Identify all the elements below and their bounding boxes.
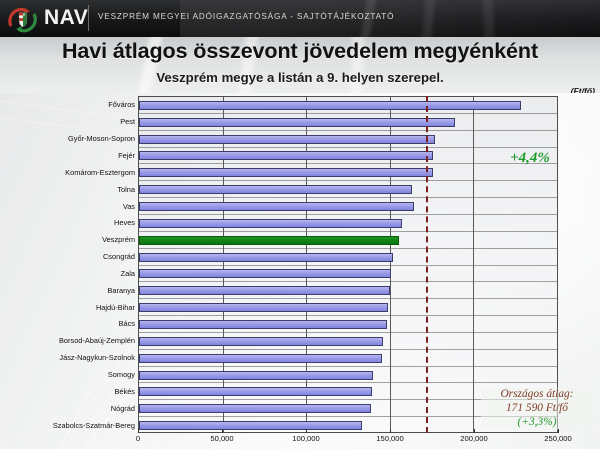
row-separator <box>138 129 558 131</box>
bar <box>139 387 372 397</box>
row-separator <box>138 365 558 367</box>
unit-label: (Ft/fő) <box>570 86 595 96</box>
x-tick-label: 0 <box>135 434 141 443</box>
row-separator <box>138 331 558 333</box>
bar <box>139 168 433 178</box>
tick-mark <box>558 429 559 433</box>
category-label: Vas <box>122 201 135 211</box>
row-separator <box>138 197 558 199</box>
bar <box>139 134 435 144</box>
category-label: Baranya <box>107 285 135 295</box>
page-subtitle: Veszprém megye a listán a 9. helyen szer… <box>156 70 444 85</box>
bar <box>139 353 382 363</box>
bar <box>139 370 373 380</box>
bar <box>139 286 391 296</box>
category-label: Hajdú-Bihar <box>95 302 135 312</box>
category-label: Csongrád <box>102 252 135 262</box>
row-separator <box>138 213 558 215</box>
category-label: Tolna <box>117 184 135 194</box>
bar <box>139 202 414 212</box>
bar <box>139 100 522 110</box>
category-label: Győr-Moson-Sopron <box>68 134 135 144</box>
row-separator <box>138 180 558 182</box>
header-subtitle: VESZPRÉM MEGYEI ADÓIGAZGATÓSÁGA - SAJTÓT… <box>98 12 395 21</box>
x-tick-label: 100,000 <box>292 434 320 443</box>
nav-wordmark: NAV <box>44 6 89 29</box>
category-label: Somogy <box>107 370 135 380</box>
avg-box-line3: (+3,3%) <box>517 415 557 428</box>
bar <box>139 218 402 228</box>
row-separator <box>138 298 558 300</box>
tick-mark <box>474 429 475 433</box>
bar-rows <box>139 97 557 432</box>
category-label: Nógrád <box>110 403 135 413</box>
bar <box>139 303 389 313</box>
brand-header-bar: NAV VESZPRÉM MEGYEI ADÓIGAZGATÓSÁGA - SA… <box>0 0 600 37</box>
header-divider <box>88 5 89 31</box>
row-separator <box>138 281 558 283</box>
tick-mark <box>222 429 223 433</box>
category-label: Bács <box>118 319 135 329</box>
national-average-box: Országos átlag: 171 590 Ft/fő (+3,3%) <box>481 388 593 430</box>
category-label: Jász-Nagykun-Szolnok <box>59 353 135 363</box>
national-average-line <box>426 96 429 433</box>
x-tick-label: 200,000 <box>460 434 488 443</box>
category-label: Borsod-Abaúj-Zemplén <box>59 336 135 346</box>
row-separator <box>138 416 558 418</box>
bar <box>139 269 391 279</box>
category-label: Szabolcs-Szatmár-Bereg <box>52 420 135 430</box>
growth-percent-label: +4,4% <box>510 150 550 166</box>
row-separator <box>138 382 558 384</box>
bar <box>139 185 412 195</box>
row-separator <box>138 230 558 232</box>
bar <box>139 336 384 346</box>
row-separator <box>138 146 558 148</box>
category-label: Veszprém <box>102 235 135 245</box>
row-separator <box>138 264 558 266</box>
row-separator <box>138 247 558 249</box>
bar <box>139 404 371 414</box>
x-tick-label: 150,000 <box>376 434 404 443</box>
title-band <box>0 37 600 93</box>
row-separator <box>138 348 558 350</box>
tick-mark <box>390 429 391 433</box>
bar <box>139 252 393 262</box>
bar <box>139 421 362 431</box>
x-tick-label: 50,000 <box>210 434 234 443</box>
tick-mark <box>138 429 139 433</box>
category-label: Főváros <box>108 100 135 110</box>
bar <box>139 151 433 161</box>
tick-mark <box>306 429 307 433</box>
row-separator <box>138 315 558 317</box>
bar-highlight <box>139 235 400 245</box>
category-label: Békés <box>114 386 135 396</box>
bar <box>139 117 455 127</box>
row-separator <box>138 399 558 401</box>
avg-box-line1: Országos átlag: <box>500 388 574 400</box>
category-label: Heves <box>114 218 135 228</box>
nav-crest-logo <box>6 4 40 34</box>
row-separator <box>138 112 558 114</box>
row-separator <box>138 163 558 165</box>
avg-box-line2: 171 590 Ft/fő <box>505 401 568 414</box>
category-label: Komárom-Esztergom <box>65 167 135 177</box>
x-axis-ticks: 0 50,000 100,000 150,000 200,000 250,000 <box>0 429 600 447</box>
x-tick-label: 250,000 <box>544 434 572 443</box>
category-label: Fejér <box>118 150 135 160</box>
bar <box>139 319 387 329</box>
page-title: Havi átlagos összevont jövedelem megyénk… <box>61 39 539 63</box>
category-label: Pest <box>120 117 135 127</box>
category-label: Zala <box>120 268 135 278</box>
